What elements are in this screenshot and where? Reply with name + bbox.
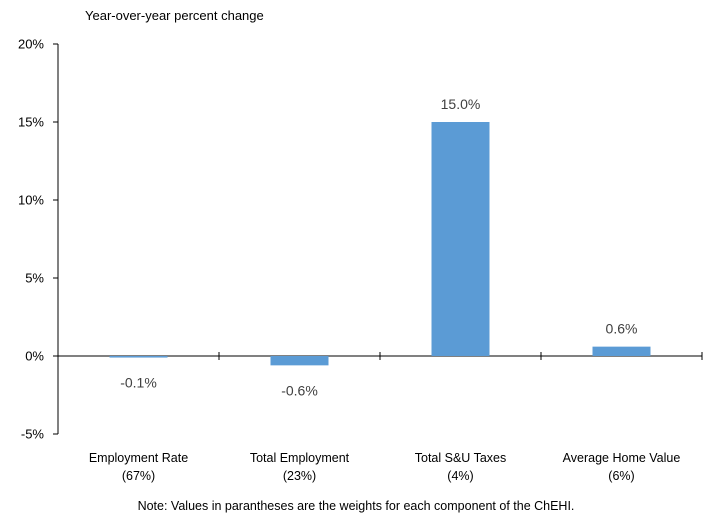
x-category-weight: (4%) xyxy=(447,469,473,483)
bar xyxy=(431,122,490,356)
y-tick-label: 20% xyxy=(18,37,44,52)
y-tick-label: 15% xyxy=(18,115,44,130)
y-tick-label: 10% xyxy=(18,193,44,208)
data-label: 15.0% xyxy=(441,96,481,112)
x-category-label: Total Employment xyxy=(250,451,350,465)
x-category-label: Average Home Value xyxy=(563,451,681,465)
x-category-weight: (23%) xyxy=(283,469,316,483)
x-category-label: Total S&U Taxes xyxy=(415,451,506,465)
plot-area: -5% 0% 5% 10% 15% 20% -0.1% Employment Rate (67%… xyxy=(18,37,703,483)
data-label: -0.1% xyxy=(120,375,157,391)
y-axis-title: Year-over-year percent change xyxy=(85,8,264,23)
x-category-weight: (6%) xyxy=(608,469,634,483)
y-tick-label: 5% xyxy=(25,271,44,286)
x-category-label: Employment Rate xyxy=(89,451,188,465)
x-category-weight: (67%) xyxy=(122,469,155,483)
bar xyxy=(109,356,168,358)
data-label: -0.6% xyxy=(281,382,318,398)
chart-note: Note: Values in parantheses are the weig… xyxy=(138,499,575,513)
y-tick-label: -5% xyxy=(21,427,45,442)
bar xyxy=(270,356,329,366)
bar xyxy=(592,346,651,356)
y-tick-label: 0% xyxy=(25,349,44,364)
data-label: 0.6% xyxy=(606,321,638,337)
